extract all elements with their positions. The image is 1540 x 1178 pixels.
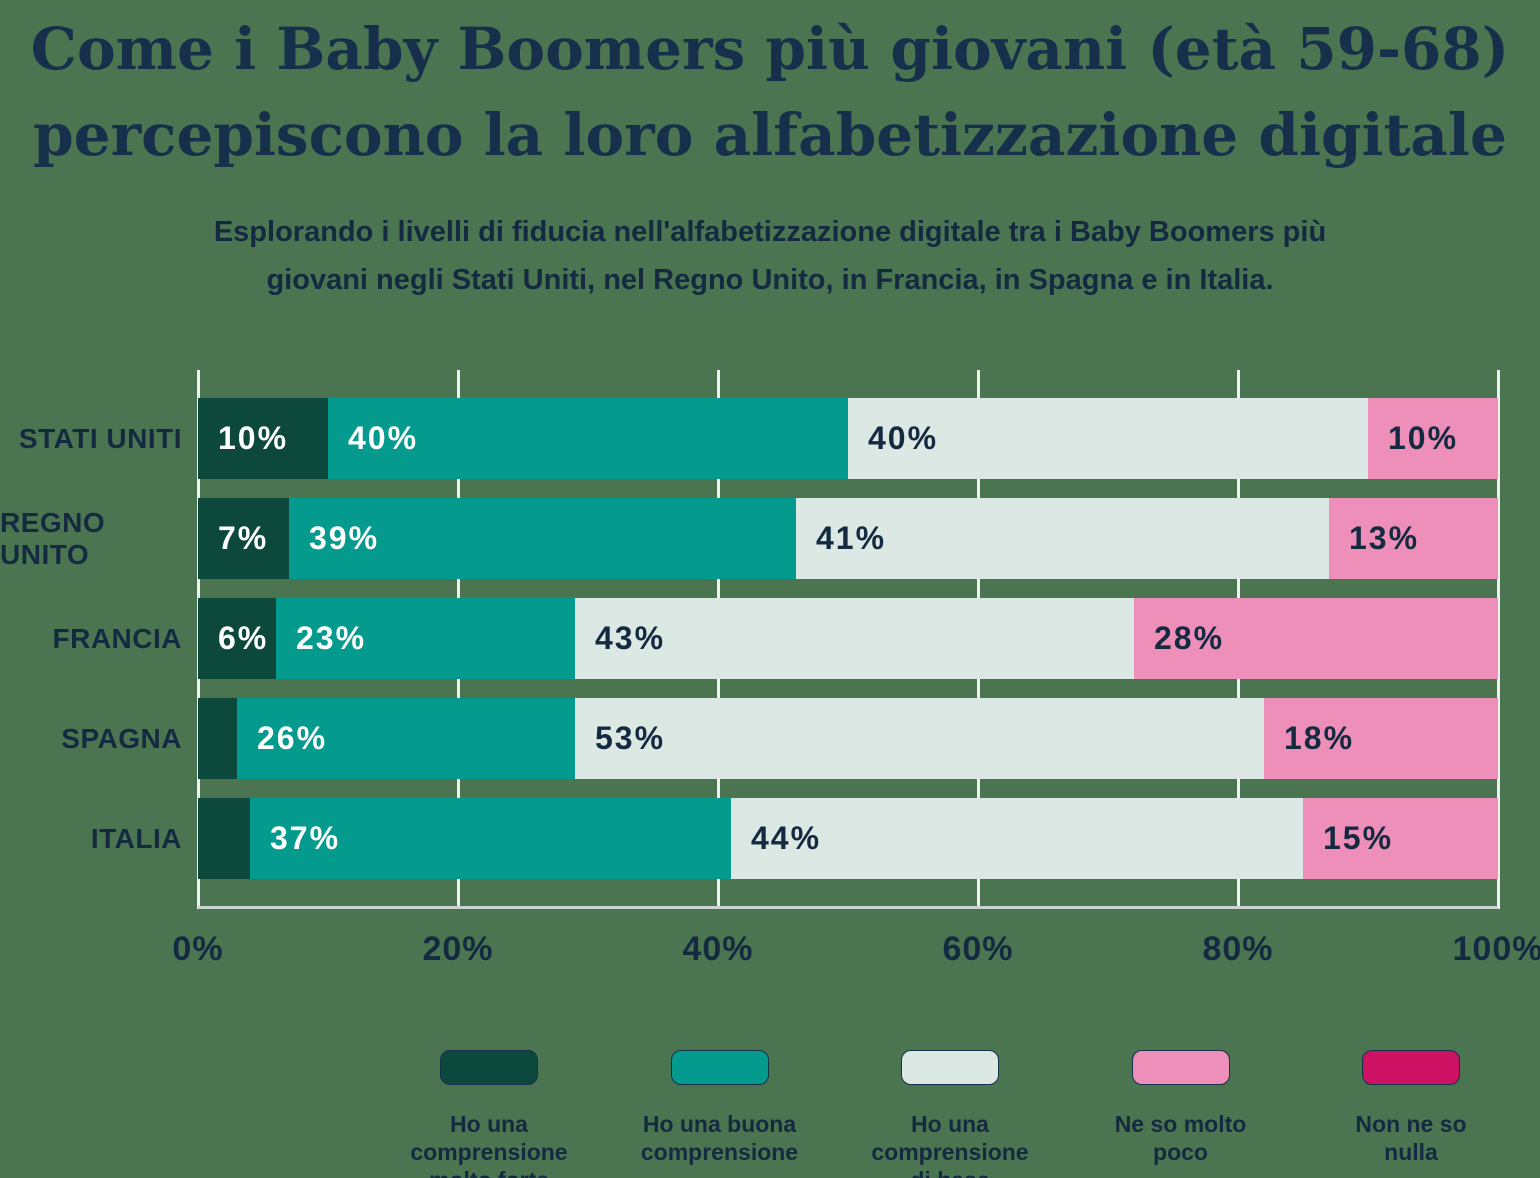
bar-segment: 6% xyxy=(198,598,276,679)
category-label: REGNO UNITO xyxy=(0,506,106,570)
legend-swatch xyxy=(670,1050,769,1085)
bar-segment-label: 44% xyxy=(751,820,822,856)
bar-segment-label: 6% xyxy=(218,620,269,656)
legend-item: Ne so molto poco xyxy=(1066,1050,1296,1178)
bar-segment: 7% xyxy=(198,498,289,579)
bar-row: 10% 40% 40% 10% xyxy=(198,398,1498,479)
chart-subtitle-line1: Esplorando i livelli di fiducia nell'alf… xyxy=(213,216,1327,248)
bar-segment-label: 43% xyxy=(595,620,666,656)
bar-segment: 23% xyxy=(276,598,575,679)
x-tick-label: 20% xyxy=(422,930,494,968)
bar-segment-label: 28% xyxy=(1154,620,1225,656)
bar-segment-label: 7% xyxy=(218,520,269,556)
bar-segment: 41% xyxy=(796,498,1329,579)
bar-segment-label: 37% xyxy=(270,820,341,856)
bar-segment-label: 18% xyxy=(1284,720,1355,756)
bar-segment-label: 10% xyxy=(218,420,289,456)
legend-item: Ho una comprensione di base xyxy=(835,1050,1065,1178)
legend: Ho una comprensione molto forte Ho una bu… xyxy=(374,1050,1526,1178)
x-axis-line xyxy=(198,906,1498,909)
bar-segment-label: 41% xyxy=(816,520,887,556)
x-tick-label: 100% xyxy=(1452,930,1540,968)
bar-segment xyxy=(198,698,237,779)
bar-row: 37% 44% 15% xyxy=(198,798,1498,879)
bar-segment: 40% xyxy=(848,398,1368,479)
legend-swatch xyxy=(1362,1050,1460,1085)
bar-segment: 26% xyxy=(237,698,575,779)
chart-title-line1: Come i Baby Boomers più giovani (età 59-… xyxy=(30,15,1510,83)
bar-segment-label: 10% xyxy=(1388,420,1459,456)
bar-segment-label: 23% xyxy=(296,620,367,656)
gridline xyxy=(1496,370,1500,909)
chart-subtitle-line2: giovani negli Stati Uniti, nel Regno Uni… xyxy=(266,264,1274,296)
legend-item: Ho una buona comprensione xyxy=(605,1050,835,1178)
bar-segment: 53% xyxy=(575,698,1264,779)
bar-row: 7% 39% 41% 13% xyxy=(198,498,1498,579)
category-label: SPAGNA xyxy=(61,722,182,754)
legend-swatch xyxy=(1131,1050,1230,1085)
legend-label: Ho una comprensione di base xyxy=(871,1111,1029,1178)
bar-segment: 39% xyxy=(289,498,796,579)
category-label: FRANCIA xyxy=(52,622,182,654)
chart-title: Come i Baby Boomers più giovani (età 59-… xyxy=(0,6,1540,178)
legend-label: Ho una comprensione molto forte xyxy=(410,1111,568,1178)
bar-segment-label: 15% xyxy=(1323,820,1394,856)
bar-segment: 13% xyxy=(1329,498,1498,579)
bar-segment: 28% xyxy=(1134,598,1498,679)
x-tick-label: 80% xyxy=(1202,930,1274,968)
x-tick-label: 0% xyxy=(172,930,224,968)
legend-label: Ne so molto poco xyxy=(1114,1111,1247,1165)
category-label: ITALIA xyxy=(90,822,182,854)
bar-segment: 10% xyxy=(1368,398,1498,479)
bar-segment: 37% xyxy=(250,798,731,879)
x-tick-label: 60% xyxy=(942,930,1014,968)
bar-segment-label: 53% xyxy=(595,720,666,756)
legend-label: Non ne so nulla xyxy=(1355,1111,1467,1165)
bar-segment xyxy=(198,798,250,879)
bar-segment: 40% xyxy=(328,398,848,479)
bar-segment-label: 26% xyxy=(257,720,328,756)
bar-segment: 44% xyxy=(731,798,1303,879)
legend-swatch xyxy=(901,1050,999,1085)
legend-item: Non ne so nulla xyxy=(1296,1050,1526,1178)
bar-segment-label: 40% xyxy=(868,420,939,456)
chart-title-line2: percepiscono la loro alfabetizzazione di… xyxy=(33,101,1507,169)
legend-item: Ho una comprensione molto forte xyxy=(374,1050,604,1178)
category-label: STATI UNITI xyxy=(18,422,182,454)
legend-label: Ho una buona comprensione xyxy=(640,1111,799,1165)
bar-segment-label: 13% xyxy=(1349,520,1420,556)
bar-segment: 43% xyxy=(575,598,1134,679)
bar-row: 6% 23% 43% 28% xyxy=(198,598,1498,679)
bar-segment-label: 39% xyxy=(309,520,380,556)
bar-segment: 10% xyxy=(198,398,328,479)
x-tick-label: 40% xyxy=(682,930,754,968)
bar-segment: 15% xyxy=(1303,798,1498,879)
chart-subtitle: Esplorando i livelli di fiducia nell'alf… xyxy=(0,208,1540,304)
bar-segment-label: 40% xyxy=(348,420,419,456)
legend-swatch xyxy=(440,1050,538,1085)
bar-row: 26% 53% 18% xyxy=(198,698,1498,779)
bar-segment: 18% xyxy=(1264,698,1498,779)
